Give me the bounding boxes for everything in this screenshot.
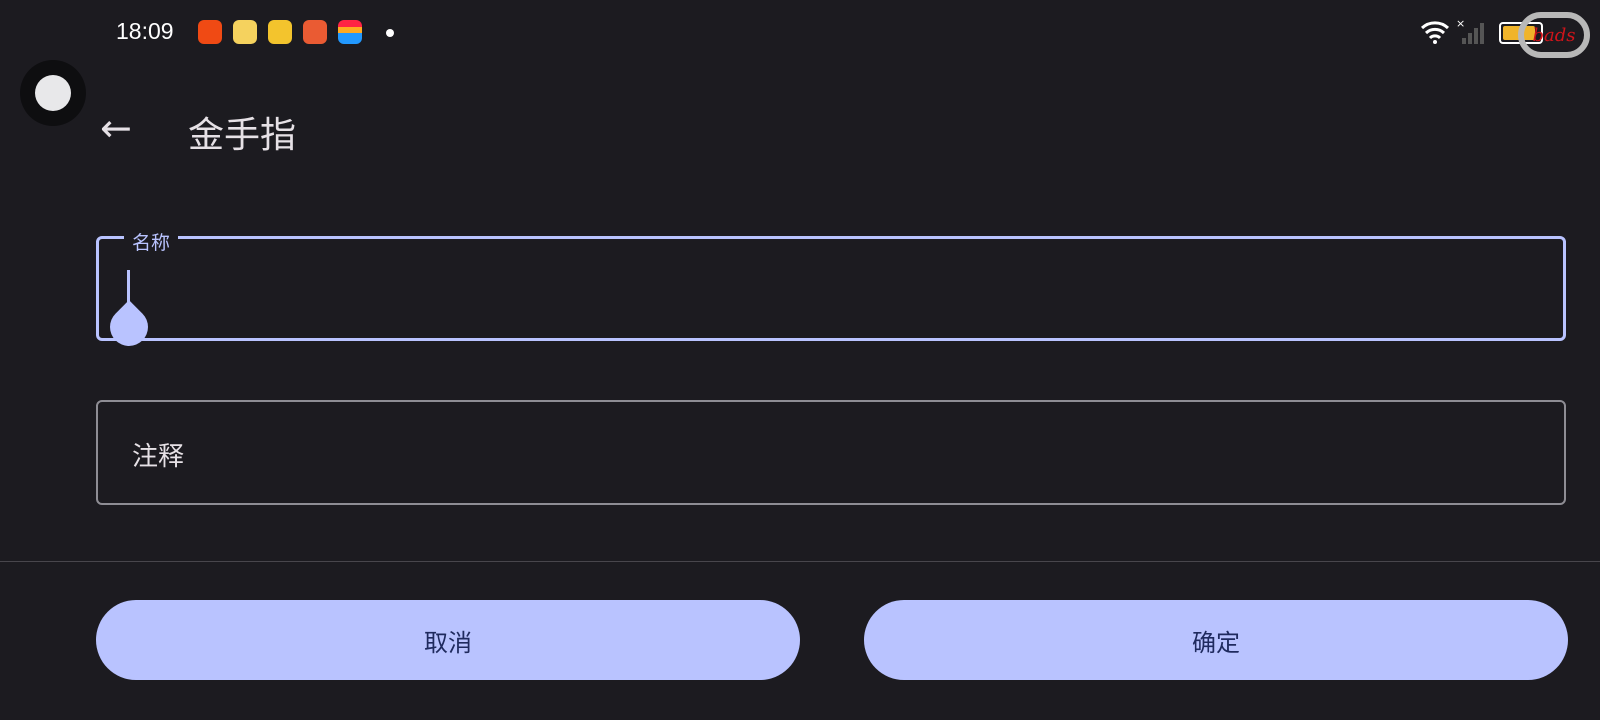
notification-dot-icon [386, 29, 394, 37]
confirm-button[interactable]: 确定 [864, 600, 1568, 680]
watermark-logo: bads [1518, 12, 1590, 58]
reader-icon [303, 20, 327, 44]
cancel-button[interactable]: 取消 [96, 600, 800, 680]
wallet-icon [338, 20, 362, 44]
weibo-icon [233, 20, 257, 44]
floating-assist-button[interactable] [20, 60, 86, 126]
divider [0, 561, 1600, 562]
text-cursor [127, 270, 130, 310]
kuaishou-icon [198, 20, 222, 44]
page-title: 金手指 [188, 115, 297, 156]
note-input[interactable] [96, 400, 1566, 505]
status-time: 18:09 [116, 18, 174, 44]
wifi-icon [1420, 21, 1450, 44]
favorites-icon [268, 20, 292, 44]
svg-text:×: × [1456, 18, 1465, 30]
arrow-left-icon: ← [100, 106, 132, 150]
note-placeholder: 注释 [132, 442, 185, 472]
back-button[interactable]: ← [100, 108, 132, 148]
name-label: 名称 [124, 228, 179, 255]
name-input[interactable] [96, 236, 1566, 341]
signal-no-sim-icon: × [1456, 18, 1484, 44]
